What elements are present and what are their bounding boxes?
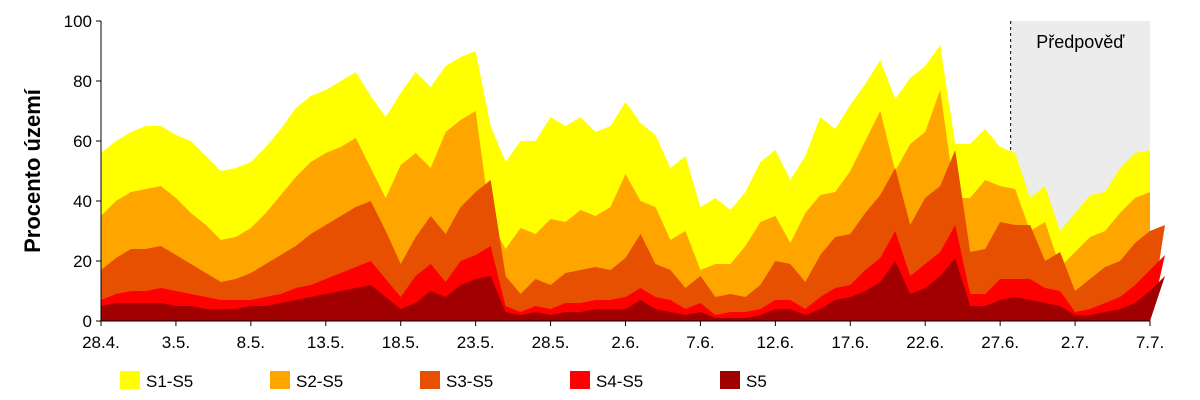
x-tick-label-0: 28.4.	[82, 333, 120, 352]
y-tick-label-60: 60	[73, 132, 92, 151]
x-tick-label-1: 3.5.	[162, 333, 190, 352]
legend-label-s4-s5: S4-S5	[596, 372, 643, 391]
axes: 0 20 40 60 80 100 28.4. 3.5. 8.5. 13.5. 18.5. 23.5.…	[64, 12, 1165, 352]
legend-swatch-s3-s5	[420, 371, 440, 389]
legend-swatch-s4-s5	[570, 371, 590, 389]
x-tick-label-2: 8.5.	[237, 333, 265, 352]
x-tick-label-7: 2.6.	[611, 333, 639, 352]
legend-swatch-s1-s5	[120, 371, 140, 389]
x-tick-label-6: 28.5.	[532, 333, 570, 352]
y-tick-label-40: 40	[73, 192, 92, 211]
legend-swatch-s2-s5	[270, 371, 290, 389]
x-tick-label-10: 17.6.	[831, 333, 869, 352]
y-tick-label-80: 80	[73, 72, 92, 91]
y-tick-label-20: 20	[73, 252, 92, 271]
x-tick-label-14: 7.7.	[1136, 333, 1164, 352]
x-tick-label-3: 13.5.	[307, 333, 345, 352]
legend-label-s1-s5: S1-S5	[146, 372, 193, 391]
legend: S1-S5 S2-S5 S3-S5 S4-S5 S5	[120, 371, 767, 391]
x-tick-label-11: 22.6.	[906, 333, 944, 352]
x-tick-label-13: 2.7.	[1061, 333, 1089, 352]
legend-label-s3-s5: S3-S5	[446, 372, 493, 391]
x-tick-label-5: 23.5.	[457, 333, 495, 352]
y-axis-label: Procento území	[20, 88, 45, 253]
y-tick-label-100: 100	[64, 12, 92, 31]
legend-label-s5: S5	[746, 372, 767, 391]
x-tick-label-8: 7.6.	[686, 333, 714, 352]
legend-label-s2-s5: S2-S5	[296, 372, 343, 391]
y-tick-label-0: 0	[83, 312, 92, 331]
forecast-label: Předpověď	[1036, 32, 1125, 52]
x-tick-label-9: 12.6.	[756, 333, 794, 352]
legend-swatch-s5	[720, 371, 740, 389]
area-series-group	[101, 45, 1165, 321]
x-tick-label-4: 18.5.	[382, 333, 420, 352]
x-tick-label-12: 27.6.	[981, 333, 1019, 352]
area-s5	[101, 258, 1165, 321]
